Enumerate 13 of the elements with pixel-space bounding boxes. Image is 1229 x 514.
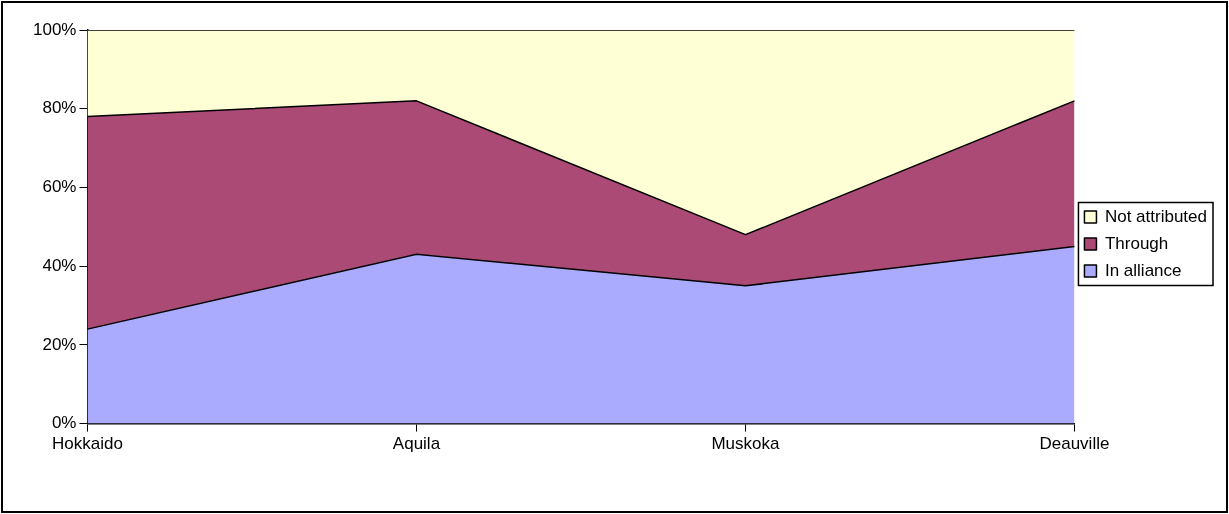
legend-label: In alliance	[1104, 260, 1182, 280]
x-tick-label: Deauville	[1039, 434, 1110, 454]
x-tick-label: Muskoka	[711, 434, 781, 454]
x-tick-label: Aquila	[392, 434, 441, 454]
y-tick-label: 40%	[42, 255, 77, 275]
x-tick-label: Hokkaido	[52, 434, 123, 454]
y-tick-label: 80%	[42, 98, 77, 118]
legend-label: Through	[1104, 233, 1169, 253]
y-tick-label: 60%	[42, 177, 77, 197]
legend-label: Not attributed	[1104, 206, 1207, 226]
y-tick-label: 20%	[42, 334, 77, 354]
y-tick-label: 0%	[51, 413, 77, 433]
y-tick-label: 100%	[33, 19, 77, 39]
